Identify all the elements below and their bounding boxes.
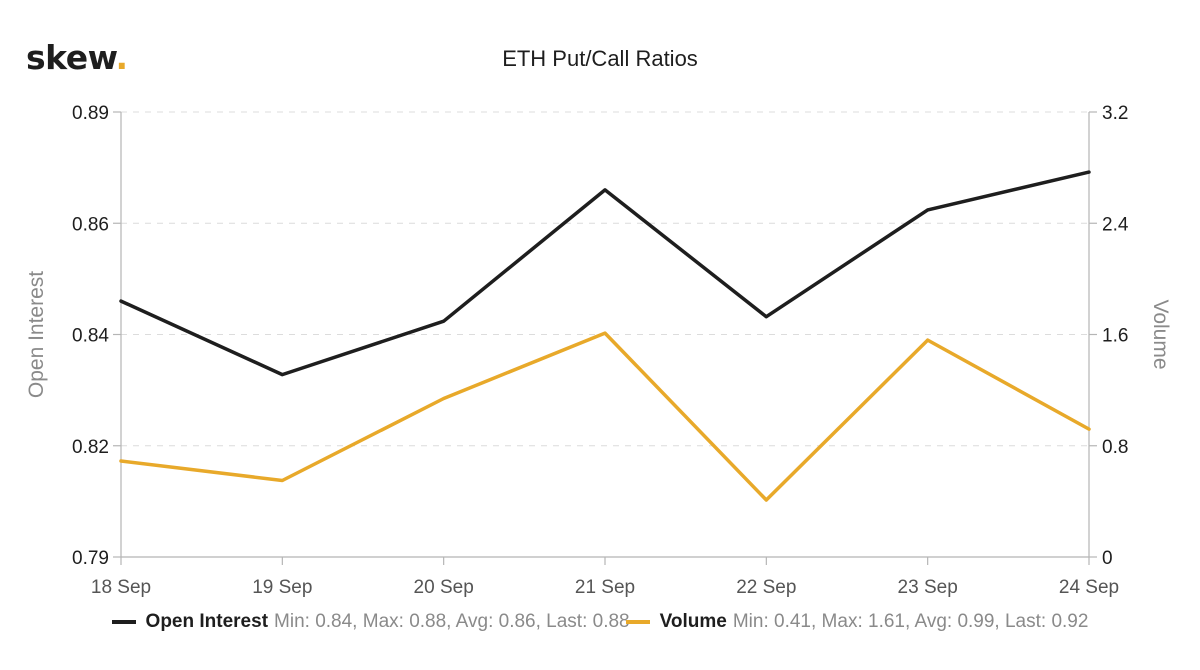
x-tick-label: 24 Sep <box>1059 577 1119 598</box>
data-point-open-interest <box>764 315 768 319</box>
y-axis-title-left: Open Interest <box>25 271 48 398</box>
y-tick-label-right: 0.8 <box>1102 437 1128 458</box>
y-tick-label-left: 0.89 <box>72 103 109 124</box>
x-tick-label: 18 Sep <box>91 577 151 598</box>
data-point-volume <box>603 331 607 335</box>
legend-stats-volume: Min: 0.41, Max: 1.61, Avg: 0.99, Last: 0… <box>732 611 1089 632</box>
data-point-open-interest <box>119 299 123 303</box>
y-tick-label-right: 0 <box>1102 548 1113 569</box>
legend-stats-open-interest: Min: 0.84, Max: 0.88, Avg: 0.86, Last: 0… <box>274 611 630 632</box>
x-tick-label: 21 Sep <box>575 577 635 598</box>
legend-name-volume: Volume <box>659 611 727 632</box>
logo-dot: . <box>115 38 128 77</box>
y-tick-label-right: 2.4 <box>1102 214 1129 235</box>
y-tick-label-right: 1.6 <box>1102 326 1128 347</box>
y-tick-label-left: 0.86 <box>72 214 109 235</box>
series-line-volume <box>119 331 1091 502</box>
legend-swatch-volume <box>625 620 650 624</box>
logo-text: skew <box>26 38 116 77</box>
data-point-volume <box>1087 427 1091 431</box>
x-tick-label: 23 Sep <box>898 577 958 598</box>
data-point-open-interest <box>280 373 284 377</box>
legend-name-open-interest: Open Interest <box>145 611 269 632</box>
data-point-volume <box>280 479 284 483</box>
data-point-volume <box>119 459 123 463</box>
skew-logo: skew. <box>26 38 128 77</box>
y-tick-label-left: 0.79 <box>72 548 109 569</box>
data-point-volume <box>764 498 768 502</box>
data-point-open-interest <box>926 208 930 212</box>
data-point-volume <box>442 396 446 400</box>
y-axis-title-right: Volume <box>1149 299 1172 369</box>
legend: Open Interest Min: 0.84, Max: 0.88, Avg:… <box>0 611 1200 633</box>
data-point-open-interest <box>603 188 607 192</box>
data-point-open-interest <box>1087 170 1091 174</box>
x-tick-label: 20 Sep <box>414 577 474 598</box>
x-tick-label: 22 Sep <box>736 577 796 598</box>
data-point-volume <box>926 338 930 342</box>
legend-item-open-interest[interactable]: Open Interest Min: 0.84, Max: 0.88, Avg:… <box>111 611 630 633</box>
chart-title: ETH Put/Call Ratios <box>502 46 698 71</box>
y-tick-label-left: 0.84 <box>72 326 109 347</box>
x-tick-label: 19 Sep <box>252 577 312 598</box>
y-tick-label-right: 3.2 <box>1102 103 1128 124</box>
legend-item-volume[interactable]: Volume Min: 0.41, Max: 1.61, Avg: 0.99, … <box>625 611 1089 633</box>
series-line-open-interest <box>119 170 1091 377</box>
y-tick-label-left: 0.82 <box>72 437 109 458</box>
data-point-open-interest <box>442 319 446 323</box>
legend-swatch-open-interest <box>111 620 136 624</box>
